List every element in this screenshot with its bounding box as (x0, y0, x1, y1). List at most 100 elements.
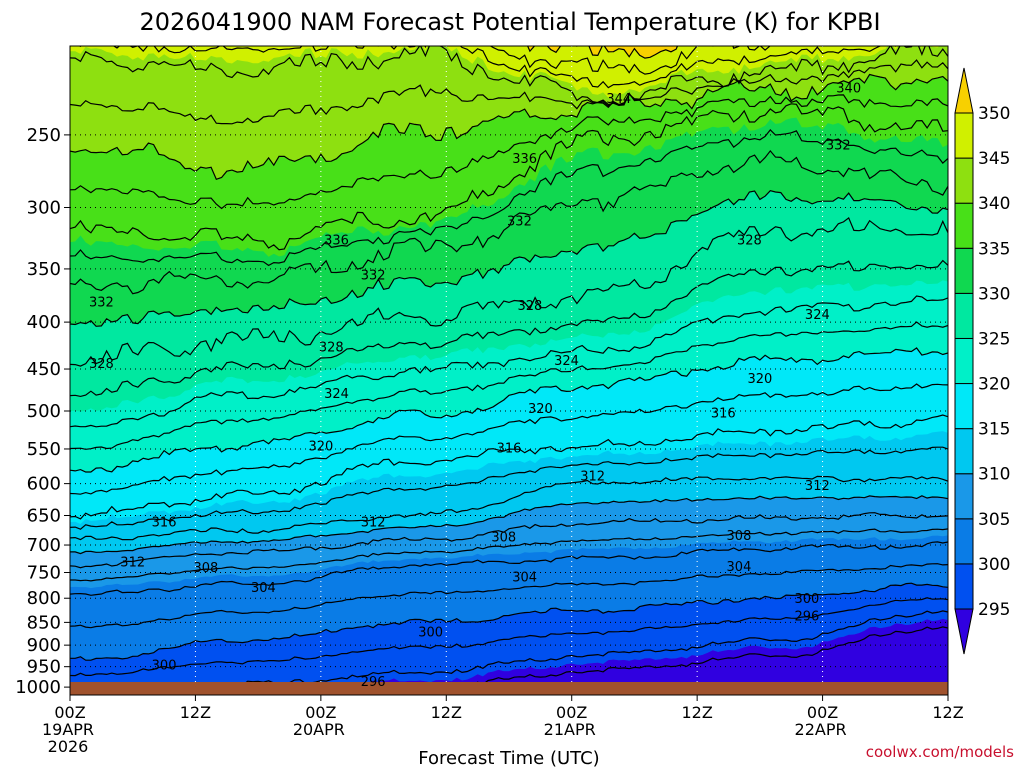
contour-label: 304 (727, 560, 752, 575)
contour-label-text: 304 (251, 581, 276, 596)
colorbar: 295 300 305 310 315 320 325 330 335 340 345 350 (954, 67, 1010, 655)
contour-label: 300 (794, 592, 819, 607)
x-tick-label: 12Z (681, 703, 712, 722)
x-tick-label: 12Z (932, 703, 963, 722)
contour-label: 316 (152, 516, 177, 531)
contour-label-text: 324 (324, 387, 349, 402)
contour-label: 316 (497, 442, 522, 457)
colorbar-swatch (954, 563, 974, 610)
colorbar-triangle-top (954, 67, 974, 114)
contour-label: 312 (580, 470, 605, 485)
x-tick-label: 22APR (795, 720, 847, 739)
contour-label: 328 (737, 233, 762, 248)
contour-336 (70, 103, 948, 251)
colorbar-swatch (954, 202, 974, 249)
contour-302 (70, 563, 948, 629)
y-tick-label: 450 (27, 359, 61, 380)
y-tick-label: 300 (27, 198, 61, 219)
x-tick-label: 12Z (431, 703, 462, 722)
contour-label-text: 316 (711, 407, 736, 422)
contour-label-text: 320 (747, 372, 772, 387)
contour-318 (70, 383, 948, 495)
contour-label: 336 (512, 152, 537, 167)
contour-348 (489, 46, 772, 75)
colorbar-label: 335 (978, 239, 1010, 259)
fill-band-340 (70, 46, 948, 180)
colorbar-label: 330 (978, 284, 1010, 304)
plot-frame (69, 45, 949, 696)
contour-label-text: 332 (361, 269, 386, 284)
colorbar-swatch (954, 337, 974, 385)
contour-label-text: 324 (554, 354, 579, 369)
contour-328 (70, 216, 948, 367)
contour-320 (70, 347, 948, 473)
contour-label-text: 312 (361, 516, 386, 531)
contour-label: 296 (361, 675, 386, 690)
contour-lines (70, 46, 948, 695)
colorbar-triangle-bottom (954, 608, 974, 655)
colorbar-label: 320 (978, 375, 1010, 395)
contour-label-text: 308 (193, 561, 218, 576)
contour-label-text: 300 (152, 659, 177, 674)
contour-label: 304 (251, 581, 276, 596)
colorbar-label: 345 (978, 149, 1010, 169)
contour-label-text: 328 (319, 340, 344, 355)
contour-310 (70, 495, 948, 555)
x-tick-label: 12Z (180, 703, 211, 722)
x-tick-label: 00Z (54, 703, 85, 722)
contour-label-text: 328 (737, 233, 762, 248)
y-tick-label: 250 (27, 125, 61, 146)
contour-306 (70, 528, 948, 582)
colorbar-label: 340 (978, 194, 1010, 214)
contour-label: 300 (152, 659, 177, 674)
grid-lines (70, 46, 948, 695)
contour-label: 340 (836, 82, 861, 97)
contour-label-text: 300 (418, 626, 443, 641)
x-tick-label: 00Z (305, 703, 336, 722)
contour-label-text: 300 (794, 592, 819, 607)
x-tick-label: 20APR (293, 720, 345, 739)
contour-label-text: 296 (361, 675, 386, 690)
contour-label: 304 (512, 571, 537, 586)
contour-label: 332 (89, 296, 114, 311)
y-tick-label: 350 (27, 259, 61, 280)
y-tick-label: 650 (27, 506, 61, 527)
contour-label: 316 (711, 407, 736, 422)
contour-314 (70, 446, 948, 530)
contour-label: 308 (491, 530, 516, 545)
colorbar-label: 325 (978, 329, 1010, 349)
contour-label: 312 (361, 516, 386, 531)
contour-label-text: 304 (727, 560, 752, 575)
contour-300 (70, 582, 948, 661)
plot-area: 344 340 336 332 336 332 328 332 332 328 324 328 328 3… (70, 46, 948, 695)
contour-338 (70, 94, 948, 210)
contour-340 (70, 73, 948, 181)
contour-label-text: 328 (517, 299, 542, 314)
y-tick-label: 600 (27, 474, 61, 495)
chart-title: 2026041900 NAM Forecast Potential Temper… (139, 8, 880, 36)
fill-band-345 (70, 46, 948, 98)
contour-label: 308 (193, 561, 218, 576)
y-axis: 2503003504004505005506006507007508008509… (15, 125, 70, 698)
contour-344 (70, 46, 948, 109)
contour-332 (70, 149, 948, 295)
contour-label: 300 (418, 626, 443, 641)
contour-label-text: 308 (727, 529, 752, 544)
y-tick-label: 400 (27, 312, 61, 333)
fill-band-below (136, 618, 948, 695)
contour-label: 312 (120, 556, 145, 571)
y-tick-label: 950 (27, 657, 61, 678)
contour-label-text: 316 (152, 516, 177, 531)
contour-label: 328 (319, 340, 344, 355)
colorbar-label: 315 (978, 420, 1010, 440)
colorbar-swatch (954, 247, 974, 294)
y-tick-label: 750 (27, 563, 61, 584)
x-axis-title: Forecast Time (UTC) (418, 748, 599, 768)
contour-label: 320 (747, 372, 772, 387)
contour-label-text: 328 (89, 357, 114, 372)
contour-label-text: 336 (512, 152, 537, 167)
y-tick-label: 800 (27, 588, 61, 609)
credit-text: coolwx.com/models (866, 743, 1014, 761)
contour-label-text: 344 (606, 92, 631, 107)
